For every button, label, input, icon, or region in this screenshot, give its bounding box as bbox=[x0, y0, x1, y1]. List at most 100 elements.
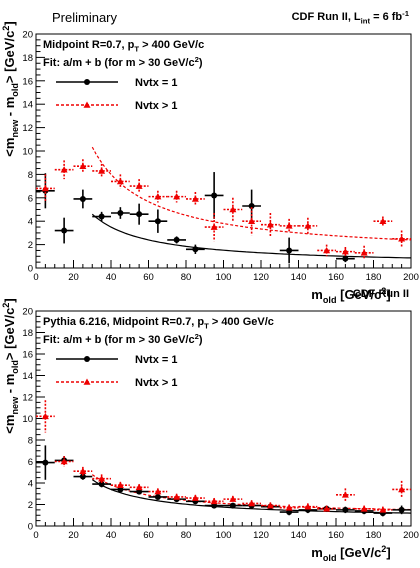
data-point bbox=[191, 195, 199, 202]
y-tick-label: 14 bbox=[22, 371, 33, 382]
fit-curve-nvtx-gt-1 bbox=[91, 474, 412, 511]
data-point bbox=[304, 503, 312, 510]
selection-text: Pythia 6.216, Midpoint R=0.7, pT > 400 G… bbox=[43, 316, 274, 331]
y-tick-label: 10 bbox=[22, 414, 33, 425]
x-tick-label: 0 bbox=[33, 272, 38, 283]
legend-label: Nvtx > 1 bbox=[135, 377, 178, 389]
data-point bbox=[79, 195, 86, 202]
data-point bbox=[342, 506, 349, 513]
y-tick-label: 0 bbox=[28, 264, 33, 275]
x-tick-label: 160 bbox=[328, 272, 344, 283]
data-point bbox=[285, 504, 293, 511]
data-point bbox=[379, 217, 387, 224]
panel-bottom: 0 20 40 60 80 100 120 140 160 180 200 0 2 4 6 8 10 12 14 16… bbox=[1, 288, 419, 563]
x-tick-label: 40 bbox=[106, 530, 117, 541]
data-point bbox=[379, 506, 387, 513]
data-point bbox=[398, 506, 405, 513]
y-tick-label: 6 bbox=[28, 193, 33, 204]
data-point bbox=[266, 502, 274, 509]
data-point bbox=[323, 505, 331, 512]
y-tick-label: 8 bbox=[28, 436, 33, 447]
series-nvtx-gt-1 bbox=[36, 159, 411, 260]
data-point bbox=[173, 493, 181, 500]
y-tick-label: 2 bbox=[28, 500, 33, 511]
series-nvtx-eq-1 bbox=[36, 172, 355, 264]
x-tick-label: 140 bbox=[291, 272, 307, 283]
series-nvtx-eq-1 bbox=[36, 445, 411, 517]
x-axis: 0 20 40 60 80 100 120 140 160 180 200 bbox=[33, 260, 419, 283]
data-point bbox=[211, 192, 218, 199]
data-point bbox=[117, 210, 124, 217]
legend-label: Nvtx = 1 bbox=[135, 77, 178, 89]
data-point bbox=[323, 246, 331, 254]
legend-label: Nvtx > 1 bbox=[135, 100, 178, 112]
plot-frame bbox=[35, 33, 412, 269]
x-tick-label: 80 bbox=[181, 530, 192, 541]
data-point bbox=[285, 222, 293, 229]
x-tick-label: 120 bbox=[253, 530, 269, 541]
legend-marker bbox=[84, 79, 90, 85]
data-point bbox=[248, 217, 256, 224]
y-tick-label: 4 bbox=[28, 217, 33, 228]
y-tick-label: 2 bbox=[28, 240, 33, 251]
x-tick-label: 0 bbox=[33, 530, 38, 541]
x-tick-label: 20 bbox=[68, 530, 79, 541]
y-tick-label: 16 bbox=[22, 76, 33, 87]
x-tick-label: 20 bbox=[68, 272, 79, 283]
data-point bbox=[398, 235, 406, 242]
legend: Nvtx = 1 Nvtx > 1 bbox=[56, 77, 178, 112]
x-tick-label: 40 bbox=[106, 272, 117, 283]
data-point bbox=[229, 206, 237, 213]
x-tick-label: 160 bbox=[328, 530, 344, 541]
data-point bbox=[341, 248, 349, 255]
data-point bbox=[286, 509, 293, 516]
data-point bbox=[286, 247, 293, 254]
y-tick-label: 20 bbox=[22, 30, 33, 41]
data-point bbox=[116, 481, 124, 488]
data-point bbox=[98, 213, 105, 220]
fit-curve-nvtx-gt-1 bbox=[91, 146, 412, 241]
data-point bbox=[60, 166, 68, 173]
data-point bbox=[229, 502, 236, 509]
data-point bbox=[135, 182, 143, 189]
x-tick-label: 80 bbox=[181, 272, 192, 283]
x-tick-label: 180 bbox=[366, 272, 382, 283]
legend-label: Nvtx = 1 bbox=[135, 354, 178, 366]
data-point bbox=[60, 458, 68, 465]
data-point bbox=[61, 227, 68, 234]
x-tick-label: 60 bbox=[143, 272, 154, 283]
data-point bbox=[154, 193, 162, 200]
y-tick-label: 0 bbox=[28, 522, 33, 533]
experiment-label: CDF Run II bbox=[353, 288, 409, 300]
x-axis-label: mold [GeV/c2] bbox=[311, 286, 390, 305]
data-point bbox=[79, 473, 86, 480]
x-tick-label: 200 bbox=[403, 530, 419, 541]
series-nvtx-gt-1 bbox=[36, 400, 411, 514]
data-point bbox=[360, 505, 368, 512]
y-tick-label: 18 bbox=[22, 328, 33, 339]
data-point bbox=[98, 481, 105, 488]
data-point bbox=[154, 218, 161, 225]
legend-marker bbox=[83, 101, 91, 108]
data-point bbox=[173, 236, 180, 243]
data-point bbox=[341, 491, 349, 498]
data-point bbox=[98, 475, 106, 482]
data-point bbox=[79, 467, 87, 474]
y-tick-label: 12 bbox=[22, 393, 33, 404]
x-tick-label: 60 bbox=[143, 530, 154, 541]
data-point bbox=[360, 249, 368, 256]
x-tick-label: 140 bbox=[291, 530, 307, 541]
data-point bbox=[154, 488, 162, 495]
y-tick-label: 14 bbox=[22, 100, 33, 111]
y-tick-label: 16 bbox=[22, 350, 33, 361]
data-point bbox=[248, 499, 256, 507]
y-axis: 0 2 4 6 8 10 12 14 16 18 20 bbox=[22, 30, 45, 275]
y-tick-label: 10 bbox=[22, 147, 33, 158]
x-axis-label: mold [GeV/c2] bbox=[311, 544, 390, 563]
legend: Nvtx = 1 Nvtx > 1 bbox=[56, 354, 178, 389]
data-point bbox=[154, 493, 161, 500]
data-point bbox=[116, 177, 124, 185]
x-tick-label: 180 bbox=[366, 530, 382, 541]
legend-marker bbox=[84, 356, 90, 362]
